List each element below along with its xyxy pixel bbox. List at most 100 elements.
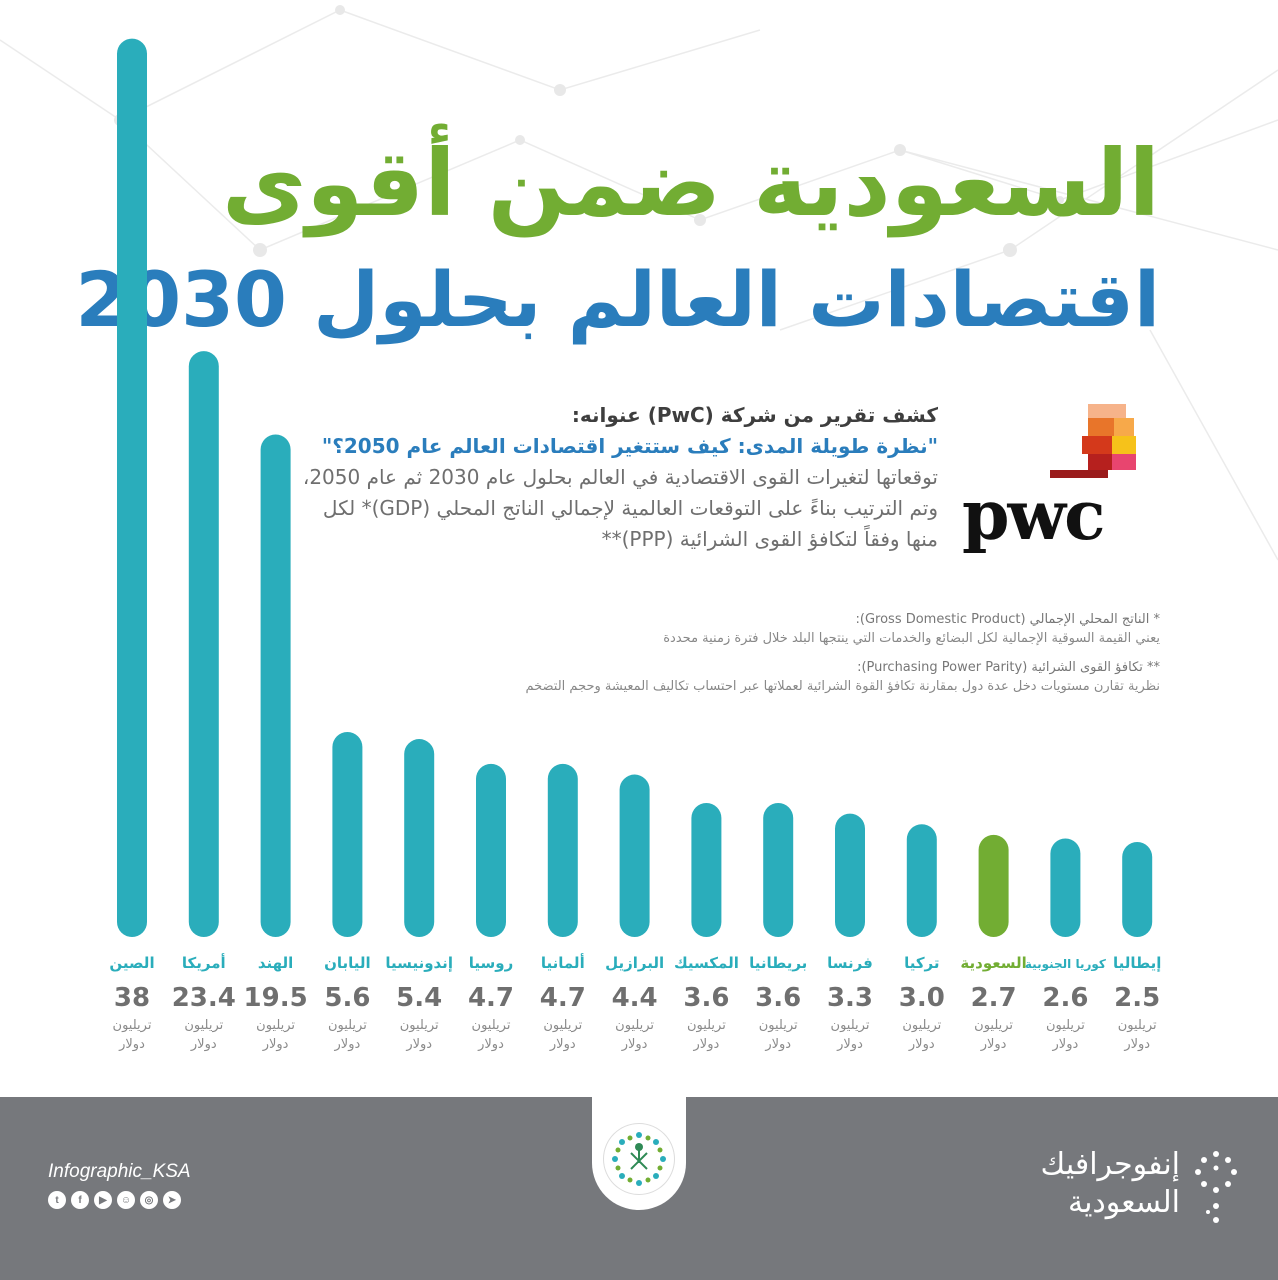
bar — [691, 802, 722, 937]
value-label: 19.5 — [244, 983, 308, 1013]
unit-label: دولار — [334, 1037, 361, 1052]
pwc-logo: pwc — [962, 404, 1142, 564]
bar — [260, 434, 291, 937]
unit-label: دولار — [764, 1037, 791, 1052]
note-gdp-text: يعني القيمة السوقية الإجمالية لكل البضائ… — [663, 631, 1160, 646]
unit-label: تريليون — [687, 1018, 726, 1033]
unit-label: تريليون — [184, 1018, 223, 1033]
telegram-icon[interactable]: ➤ — [163, 1191, 181, 1209]
bar — [906, 824, 937, 937]
unit-label: دولار — [1052, 1037, 1079, 1052]
footnotes: * الناتج المحلي الإجمالي (Gross Domestic… — [360, 610, 1160, 696]
category-label: ألمانيا — [541, 953, 585, 972]
bar — [835, 813, 865, 937]
unit-label: دولار — [980, 1037, 1007, 1052]
value-label: 3.6 — [683, 983, 729, 1013]
unit-label: دولار — [621, 1037, 648, 1052]
unit-label: تريليون — [759, 1018, 798, 1033]
note-gdp-title: * الناتج المحلي الإجمالي (Gross Domestic… — [855, 612, 1161, 627]
unit-label: تريليون — [113, 1018, 152, 1033]
category-label: فرنسا — [827, 954, 873, 972]
bar — [1122, 842, 1153, 937]
brand-line2: السعودية — [1067, 1185, 1180, 1220]
category-label: إيطاليا — [1113, 954, 1161, 972]
value-label: 4.4 — [612, 983, 658, 1013]
category-label: البرازيل — [605, 954, 664, 972]
value-label: 3.3 — [827, 983, 873, 1013]
category-label: السعودية — [960, 954, 1026, 972]
unit-label: دولار — [1123, 1037, 1150, 1052]
value-label: 5.6 — [324, 983, 370, 1013]
bar — [332, 731, 363, 937]
unit-label: تريليون — [1118, 1018, 1157, 1033]
snapchat-icon[interactable]: ☺ — [117, 1191, 135, 1209]
page-title-line2: اقتصادات العالم بحلول 2030 — [75, 255, 1160, 344]
bar — [117, 38, 147, 937]
intro-body: توقعاتها لتغيرات القوى الاقتصادية في الع… — [302, 465, 938, 551]
bar — [476, 763, 506, 937]
unit-label: دولار — [262, 1037, 289, 1052]
unit-label: تريليون — [1046, 1018, 1085, 1033]
vision-emblem-icon — [612, 1132, 666, 1186]
unit-label: دولار — [477, 1037, 504, 1052]
intro-subheading: "نظرة طويلة المدى: كيف ستتغير اقتصادات ا… — [321, 434, 938, 458]
unit-label: تريليون — [256, 1018, 295, 1033]
bar — [188, 351, 219, 938]
pwc-squares-icon — [1050, 404, 1136, 478]
value-label: 2.7 — [971, 983, 1017, 1013]
unit-label: دولار — [405, 1037, 432, 1052]
page-title-line1: السعودية ضمن أقوى — [221, 130, 1160, 237]
unit-label: تريليون — [974, 1018, 1013, 1033]
category-label: روسيا — [469, 954, 513, 972]
intro-text: كشف تقرير من شركة (PwC) عنوانه: "نظرة طو… — [298, 400, 938, 555]
category-label: تركيا — [904, 954, 939, 972]
unit-label: تريليون — [400, 1018, 439, 1033]
unit-label: تريليون — [543, 1018, 582, 1033]
bar — [404, 739, 435, 937]
unit-label: تريليون — [615, 1018, 654, 1033]
category-label: الصين — [109, 954, 154, 972]
youtube-icon[interactable]: ▶ — [94, 1191, 112, 1209]
unit-label: تريليون — [831, 1018, 870, 1033]
bar — [763, 802, 794, 937]
unit-label: تريليون — [328, 1018, 367, 1033]
value-label: 3.0 — [899, 983, 945, 1013]
twitter-icon[interactable]: t — [48, 1191, 66, 1209]
intro-heading: كشف تقرير من شركة (PwC) عنوانه: — [571, 403, 938, 427]
social-icons: t f ▶ ☺ ◎ ➤ — [48, 1191, 181, 1209]
gdp-bar-chart: الصين 38 تريليون دولار أمريكا 23.4 تريليون دولا… — [109, 38, 1161, 1052]
category-label: أمريكا — [182, 953, 226, 972]
value-label: 23.4 — [172, 983, 236, 1013]
value-label: 2.6 — [1042, 983, 1088, 1013]
category-label: الهند — [258, 954, 293, 972]
social-handle[interactable]: Infographic_KSA — [48, 1161, 191, 1182]
value-label: 5.4 — [396, 983, 442, 1013]
facebook-icon[interactable]: f — [71, 1191, 89, 1209]
value-label: 3.6 — [755, 983, 801, 1013]
bar — [1050, 838, 1081, 937]
bar — [547, 763, 578, 937]
bar — [978, 834, 1009, 937]
unit-label: دولار — [693, 1037, 720, 1052]
category-label: كوريا الجنوبية — [1025, 957, 1106, 972]
unit-label: دولار — [836, 1037, 863, 1052]
bar — [619, 774, 650, 937]
unit-label: دولار — [190, 1037, 217, 1052]
value-label: 2.5 — [1114, 983, 1160, 1013]
brand-dots-icon — [1195, 1151, 1237, 1223]
unit-label: تريليون — [902, 1018, 941, 1033]
pwc-wordmark: pwc — [962, 476, 1105, 556]
unit-label: دولار — [118, 1037, 145, 1052]
category-label: المكسيك — [674, 954, 739, 972]
brand-line1: إنفوجرافيك — [1040, 1147, 1180, 1182]
value-label: 4.7 — [468, 983, 514, 1013]
unit-label: دولار — [908, 1037, 935, 1052]
note-ppp-text: نظرية تقارن مستويات دخل عدة دول بمقارنة … — [525, 679, 1160, 694]
category-label: بريطانيا — [749, 954, 807, 972]
instagram-icon[interactable]: ◎ — [140, 1191, 158, 1209]
value-label: 4.7 — [540, 983, 586, 1013]
unit-label: دولار — [549, 1037, 576, 1052]
brand-logo-text: إنفوجرافيك السعودية — [1041, 1146, 1180, 1222]
saudi-emblem-badge — [592, 1090, 686, 1210]
note-ppp-title: ** تكافؤ القوى الشرائية (Purchasing Powe… — [857, 660, 1160, 675]
